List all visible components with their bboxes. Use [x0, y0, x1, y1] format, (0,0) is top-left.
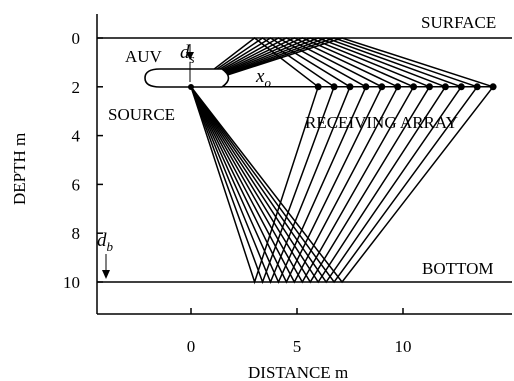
receiver-dot: [378, 83, 386, 91]
surface-ray: [190, 37, 430, 88]
source-label: SOURCE: [108, 105, 175, 124]
receiver-dot: [426, 83, 433, 91]
receiver-dot: [410, 83, 418, 91]
bottom-ray: [190, 86, 383, 284]
bottom-ray: [190, 86, 335, 285]
ds-label: ds: [180, 42, 195, 66]
receiver-dot: [473, 83, 481, 91]
x-tick-label: 10: [395, 337, 412, 356]
bottom-ray: [190, 86, 399, 284]
y-tick-label: 0: [72, 29, 81, 48]
x-axis-label: DISTANCE m: [248, 363, 348, 381]
bottom-ray: [190, 86, 367, 284]
receiver-hydrophones: [314, 83, 497, 91]
receiver-dot: [441, 83, 449, 91]
receiver-dot: [346, 83, 354, 91]
y-tick-label: 2: [72, 78, 81, 97]
surface-ray: [190, 37, 478, 88]
y-tick-label: 6: [72, 175, 81, 194]
surface-label: SURFACE: [421, 13, 496, 32]
bottom-ray: [190, 86, 431, 284]
auv-label: AUV: [125, 47, 163, 66]
x-tick-label: 0: [187, 337, 196, 356]
bottom-ray: [190, 86, 494, 284]
bottom-ray: [190, 86, 319, 285]
surface-ray: [190, 37, 494, 88]
bottom-ray: [190, 86, 415, 284]
y-axis-label: DEPTH m: [10, 133, 29, 205]
surface-ray: [190, 37, 462, 88]
receiver-dot: [489, 83, 497, 91]
db-label: db: [97, 230, 114, 254]
db-arrowhead: [102, 270, 110, 279]
source-point: [188, 84, 194, 90]
receiver-dot: [314, 83, 322, 91]
x-tick-label: 5: [293, 337, 302, 356]
receiving-array-label: RECEIVING ARRAY: [305, 113, 458, 132]
surface-ray: [190, 37, 414, 88]
bottom-label: BOTTOM: [422, 259, 493, 278]
surface-ray: [190, 37, 446, 88]
surface-ray: [190, 37, 399, 88]
bottom-ray: [190, 86, 351, 284]
axis-ticks: 0 5 10 0 2 4 6 8 10: [63, 29, 412, 356]
auv-body: [144, 68, 230, 88]
y-tick-label: 10: [63, 273, 80, 292]
receiver-dot: [362, 83, 370, 91]
ray-paths: [190, 37, 494, 285]
y-tick-label: 4: [72, 127, 81, 146]
bottom-ray: [190, 86, 462, 284]
y-tick-label: 8: [72, 224, 81, 243]
ds-arrowhead: [186, 52, 194, 60]
xo-label: xo: [255, 66, 271, 90]
bottom-ray: [190, 86, 447, 284]
receiver-dot: [457, 83, 465, 91]
receiver-dot: [394, 83, 402, 91]
bottom-ray: [190, 86, 478, 284]
receiver-dot: [330, 83, 338, 91]
